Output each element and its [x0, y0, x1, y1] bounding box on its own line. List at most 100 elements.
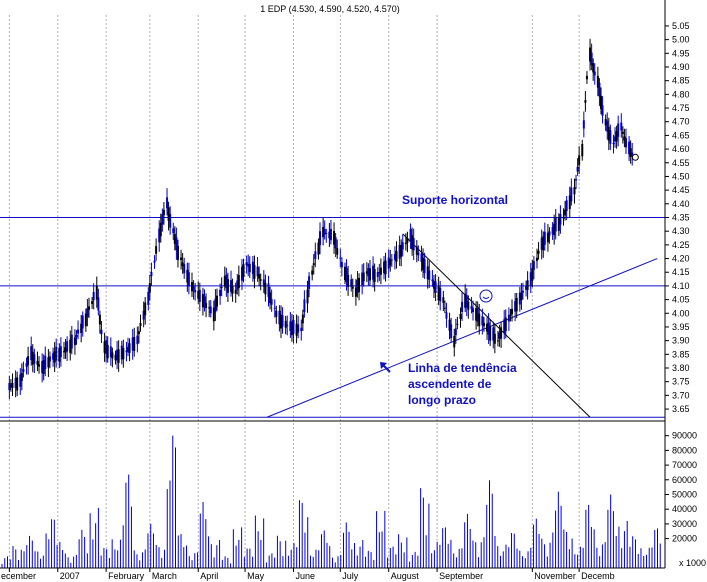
grid-lines — [8, 15, 580, 568]
price-bar-body — [343, 266, 346, 280]
price-bar-body — [9, 385, 12, 387]
volume-tick-label: 80000 — [672, 445, 697, 455]
price-bar-body — [237, 275, 240, 289]
price-bar-body — [624, 138, 627, 148]
price-bar-body — [475, 308, 478, 321]
price-bar-body — [128, 343, 131, 353]
price-bar-body — [604, 119, 607, 126]
price-bar-body — [148, 283, 151, 293]
price-bar-body — [58, 348, 61, 362]
price-bar-body — [339, 257, 342, 259]
price-bar-body — [554, 217, 557, 232]
x-tick-label: June — [295, 571, 315, 581]
price-bar-body — [329, 228, 332, 241]
price-bar-body — [354, 287, 357, 297]
price-bar-body — [607, 127, 610, 141]
price-bar-body — [340, 261, 343, 268]
price-bar-body — [487, 322, 490, 335]
price-bar-body — [308, 276, 311, 289]
price-bar-body — [55, 346, 58, 361]
price-bar-body — [581, 144, 584, 157]
price-bar-body — [540, 237, 543, 250]
price-bar-body — [242, 264, 245, 277]
price-bar-body — [117, 349, 120, 363]
price-bar-body — [384, 260, 387, 275]
price-bar-body — [615, 131, 618, 142]
price-bar-body — [259, 279, 262, 281]
price-bar-body — [553, 223, 556, 236]
price-bar-body — [470, 306, 473, 309]
price-bar-body — [573, 187, 576, 195]
x-tick-label: May — [247, 571, 265, 581]
volume-unit-label: x 1000 — [679, 558, 706, 568]
price-bar-body — [500, 327, 503, 339]
price-bar-body — [525, 285, 528, 290]
x-tick-label: Decemb — [581, 571, 615, 581]
price-bar-body — [114, 354, 117, 361]
volume-tick-label: 20000 — [672, 534, 697, 544]
price-bar-body — [551, 227, 554, 235]
price-bar-body — [453, 335, 456, 348]
price-bar-body — [262, 279, 265, 287]
price-bar-body — [53, 351, 56, 363]
price-bar-body — [87, 306, 90, 310]
price-bar-body — [562, 217, 565, 219]
price-bar-body — [312, 263, 315, 266]
price-bar-body — [496, 340, 499, 342]
price-bar-body — [361, 272, 364, 286]
y-tick-label: 4.90 — [672, 62, 690, 72]
price-bar-body — [220, 286, 223, 288]
price-bar-body — [80, 323, 83, 333]
trend-lines — [266, 233, 658, 418]
price-bar-body — [267, 283, 270, 297]
price-bar-body — [219, 289, 222, 297]
smiley-icon — [479, 289, 493, 303]
price-bar-body — [570, 187, 573, 202]
price-bar-body — [393, 254, 396, 260]
price-bar-body — [582, 120, 585, 129]
price-bar-body — [139, 322, 142, 327]
price-bar-body — [192, 286, 195, 291]
price-bar-body — [568, 195, 571, 210]
y-tick-label: 4.40 — [672, 199, 690, 209]
price-bar-body — [415, 246, 418, 255]
price-bar-body — [270, 298, 273, 305]
price-bar-body — [142, 310, 145, 320]
price-bar-body — [278, 310, 281, 325]
y-tick-label: 4.55 — [672, 158, 690, 168]
price-bar-body — [590, 52, 593, 66]
price-bar-body — [404, 242, 407, 245]
price-bar-body — [400, 244, 403, 257]
price-bar-body — [623, 136, 626, 141]
price-bar-body — [333, 231, 336, 245]
x-tick-label: November — [534, 571, 576, 581]
price-bar-body — [323, 229, 326, 235]
price-bar-body — [158, 228, 161, 243]
price-bar-body — [147, 291, 150, 305]
price-bar-body — [273, 307, 276, 309]
annotation-trend-line-2: ascendente de — [408, 377, 492, 391]
price-bar-body — [432, 281, 435, 289]
price-bar-body — [205, 303, 208, 308]
price-bar-body — [33, 354, 36, 364]
price-bar-body — [593, 71, 596, 76]
date-axis: ecember 2007 February March April May June July… — [1, 568, 615, 581]
price-axis: 3.65 3.70 3.75 3.80 3.85 3.90 3.95 4.00 4.05 4.10… — [665, 21, 690, 414]
price-bar-body — [515, 297, 518, 312]
price-bar-body — [176, 245, 179, 260]
price-bar-body — [150, 271, 153, 277]
price-bar-body — [194, 290, 197, 293]
price-bar-body — [66, 341, 69, 352]
price-bar-body — [535, 257, 538, 261]
price-bar-body — [103, 341, 106, 353]
price-bar-body — [63, 351, 66, 353]
price-bar-body — [543, 231, 546, 245]
price-bar-body — [131, 337, 134, 351]
y-tick-label: 4.05 — [672, 295, 690, 305]
price-bar-body — [492, 327, 495, 341]
price-bar-body — [197, 290, 200, 299]
price-bar-body — [358, 277, 361, 292]
price-bar-body — [350, 279, 353, 287]
price-bar-body — [203, 296, 206, 307]
